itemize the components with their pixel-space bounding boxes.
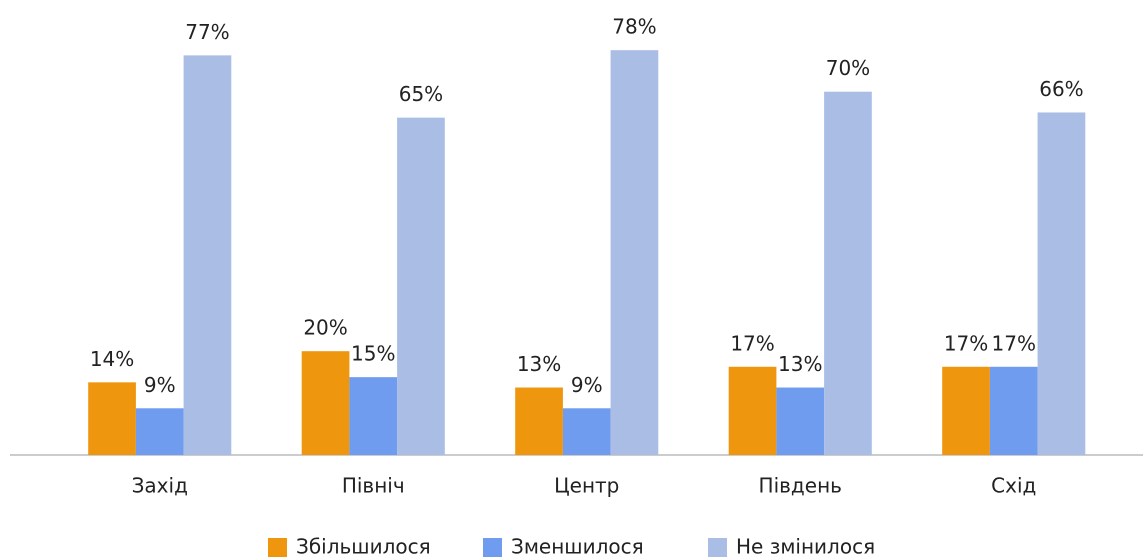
legend-label: Не змінилося [736,535,875,557]
bar [776,387,825,455]
data-label: 70% [826,56,870,80]
bar [397,117,445,456]
data-label: 17% [992,331,1036,355]
bar [562,408,611,455]
bar [942,366,990,455]
bar [183,55,232,456]
bar [1037,112,1086,456]
data-label: 65% [399,82,443,106]
data-label: 9% [571,373,603,397]
data-label: 13% [517,352,561,376]
data-label: 17% [730,331,774,355]
bar [989,366,1038,455]
data-label: 15% [351,342,395,366]
bar [728,366,777,455]
legend-label: Зменшилося [511,535,644,557]
bar [88,382,136,455]
bar [515,387,563,455]
x-tick-label: Схід [991,474,1036,498]
x-tick-label: Північ [342,474,405,498]
data-label: 78% [612,15,656,39]
data-label: 66% [1039,77,1083,101]
legend-swatch [483,538,502,557]
bar [135,408,184,455]
x-tick-label: Захід [132,474,188,498]
bar [349,377,398,455]
legend-swatch [268,538,287,557]
data-label: 20% [303,316,347,340]
bar [301,351,350,455]
data-label: 14% [90,347,134,371]
legend-swatch [708,538,727,557]
legend-label: Збільшилося [296,535,431,557]
bar [824,91,872,455]
data-label: 17% [944,331,988,355]
x-tick-label: Південь [759,474,842,498]
x-tick-label: Центр [554,474,619,498]
data-label: 77% [185,20,229,44]
data-label: 9% [144,373,176,397]
data-label: 13% [778,352,822,376]
bar [610,50,659,456]
